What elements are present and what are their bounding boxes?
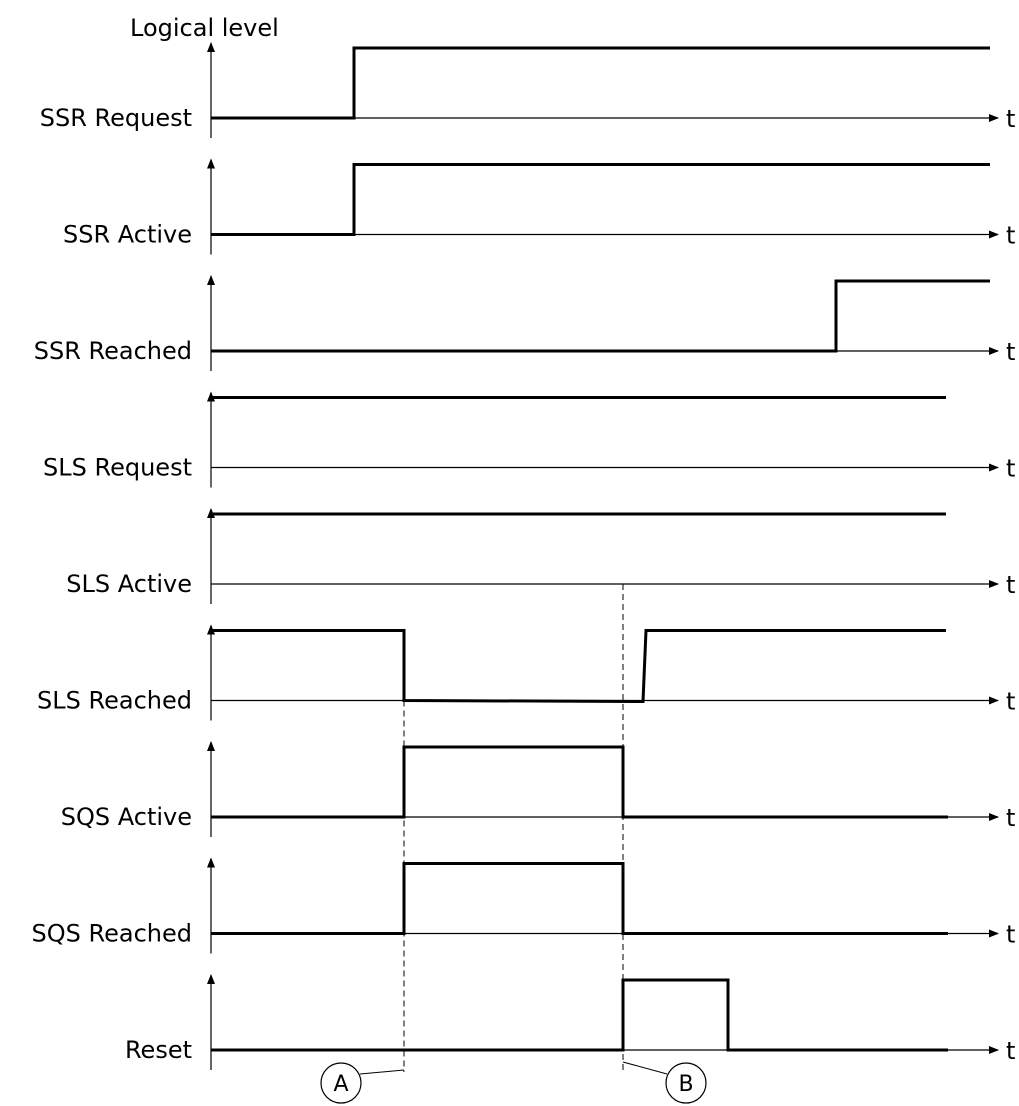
event-marker-b: B: [622, 584, 707, 1104]
signal-label: SLS Reached: [37, 687, 192, 715]
time-axis-label: t: [1006, 455, 1015, 483]
signal-waveform: [211, 279, 990, 353]
time-axis-label: t: [1006, 222, 1015, 250]
signal-waveform: [211, 46, 990, 120]
time-axis-label: t: [1006, 571, 1015, 599]
event-marker-label: A: [333, 1072, 348, 1097]
time-axis-label: t: [1006, 688, 1015, 716]
signal-label: SSR Active: [63, 221, 192, 249]
signal-row: SLS Request t: [43, 391, 1015, 488]
event-marker-leader: [359, 1069, 405, 1075]
signal-row: SQS Active t: [61, 741, 1015, 837]
signal-waveform: [211, 629, 946, 704]
signal-label: SLS Request: [43, 454, 192, 482]
signal-row: SSR Active t: [63, 158, 1015, 255]
signal-waveform: [211, 163, 990, 236]
signal-row: SSR Request t: [40, 42, 1015, 138]
signal-row: SLS Reached t: [37, 624, 1015, 721]
signal-waveform: [211, 862, 948, 935]
signal-row: SSR Reached t: [34, 275, 1015, 371]
time-axis-label: t: [1006, 1037, 1015, 1065]
event-marker-circle: [320, 1062, 362, 1104]
signal-label: SSR Request: [40, 104, 192, 132]
signal-label: SLS Active: [66, 570, 192, 598]
signal-label: SQS Reached: [32, 920, 192, 948]
signal-waveform: [211, 978, 948, 1052]
signal-row: SQS Reached t: [32, 857, 1015, 954]
signal-row: Reset t: [125, 974, 1015, 1070]
time-axis-label: t: [1006, 921, 1015, 949]
diagram-title: Logical level: [130, 14, 279, 42]
signal-label: SSR Reached: [34, 337, 192, 365]
event-marker-leader: [622, 1061, 668, 1075]
time-axis-label: t: [1006, 338, 1015, 366]
event-marker-label: B: [678, 1072, 693, 1097]
time-axis-label: t: [1006, 804, 1015, 832]
event-marker-a: A: [320, 700, 405, 1104]
signal-waveform: [211, 745, 948, 819]
signal-label: Reset: [125, 1036, 192, 1064]
signal-label: SQS Active: [61, 803, 192, 831]
time-axis-label: t: [1006, 105, 1015, 133]
event-marker-circle: [665, 1062, 707, 1104]
signal-row: SLS Active t: [66, 508, 1015, 604]
